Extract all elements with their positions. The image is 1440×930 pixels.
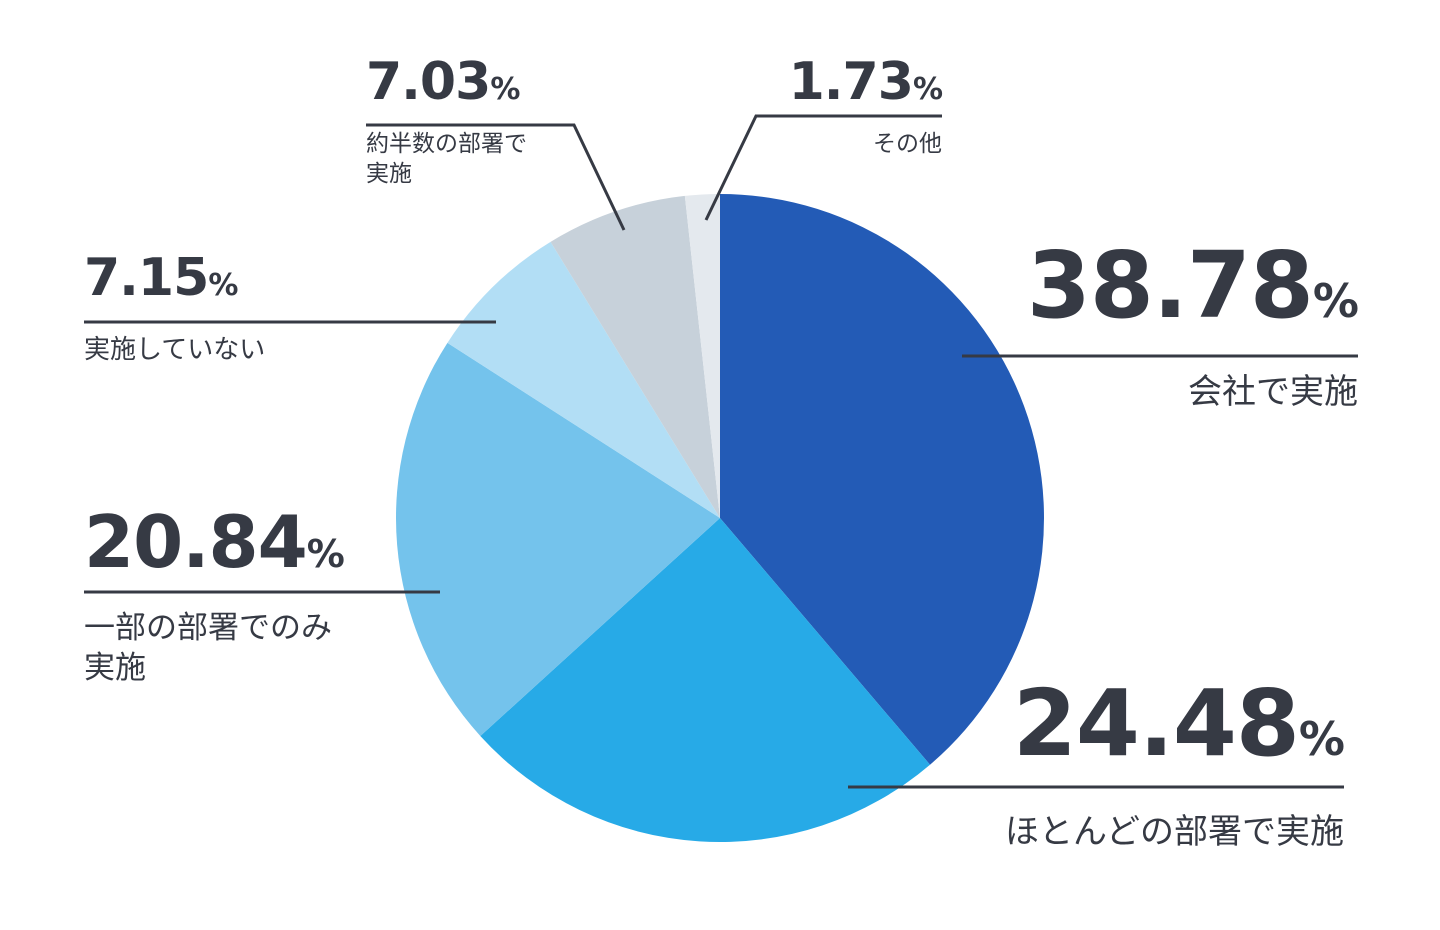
slice-value-number: 7.03 bbox=[366, 52, 491, 112]
slice-value-number: 38.78 bbox=[1026, 232, 1314, 339]
percent-sign: % bbox=[1298, 712, 1345, 766]
slice-value-number: 24.48 bbox=[1012, 670, 1300, 777]
pie-slice-other bbox=[684, 194, 720, 518]
callout-some-departments: 20.84% 一部の部署でのみ 実施 bbox=[84, 506, 484, 689]
slice-value-number: 1.73 bbox=[788, 52, 914, 112]
pie-slice-most-departments bbox=[480, 518, 931, 843]
slice-value-not-implemented: 7.15% bbox=[84, 252, 404, 304]
pie-slice-not-implemented bbox=[447, 241, 720, 519]
slice-label-half-departments: 約半数の部署で 実施 bbox=[366, 130, 626, 190]
percent-sign: % bbox=[1312, 274, 1359, 328]
slice-value-most-departments: 24.48% bbox=[844, 678, 1345, 770]
callout-not-implemented: 7.15% 実施していない bbox=[84, 252, 404, 368]
slice-label-company-wide: 会社で実施 bbox=[1188, 372, 1358, 412]
slice-label-other: その他 bbox=[873, 131, 942, 157]
callout-other: 1.73% その他 bbox=[702, 56, 943, 160]
slice-label-line: 約半数の部署で bbox=[366, 131, 527, 157]
percent-sign: % bbox=[490, 72, 520, 107]
slice-label-line: 一部の部署でのみ bbox=[84, 610, 332, 646]
slice-value-other: 1.73% bbox=[702, 56, 943, 108]
percent-sign: % bbox=[208, 268, 238, 303]
slice-value-number: 7.15 bbox=[84, 248, 209, 308]
pie-slice-company-wide bbox=[720, 194, 1044, 765]
callout-half-departments: 7.03% 約半数の部署で 実施 bbox=[366, 56, 626, 190]
callout-most-departments: 24.48% ほとんどの部署で実施 bbox=[844, 678, 1345, 854]
slice-label-some-departments: 一部の部署でのみ 実施 bbox=[84, 608, 484, 689]
slice-label-line: 実施 bbox=[366, 160, 412, 187]
slice-label-line: 実施 bbox=[84, 650, 146, 687]
pie-slice-half-departments bbox=[550, 195, 720, 518]
slice-value-half-departments: 7.03% bbox=[366, 56, 626, 108]
slice-label-most-departments: ほとんどの部署で実施 bbox=[1005, 812, 1344, 852]
leader-other bbox=[704, 114, 942, 221]
pie-slice-some-departments bbox=[396, 342, 720, 737]
slice-value-company-wide: 38.78% bbox=[938, 240, 1359, 332]
slice-value-some-departments: 20.84% bbox=[84, 506, 484, 578]
pie-slices bbox=[396, 194, 1044, 843]
percent-sign: % bbox=[306, 532, 345, 576]
percent-sign: % bbox=[912, 72, 943, 107]
callout-company-wide: 38.78% 会社で実施 bbox=[938, 240, 1359, 414]
slice-value-number: 20.84 bbox=[84, 500, 308, 584]
slice-label-not-implemented: 実施していない bbox=[84, 335, 266, 365]
leader-half-departments bbox=[366, 123, 626, 231]
callout-leader-lines bbox=[84, 114, 1358, 789]
